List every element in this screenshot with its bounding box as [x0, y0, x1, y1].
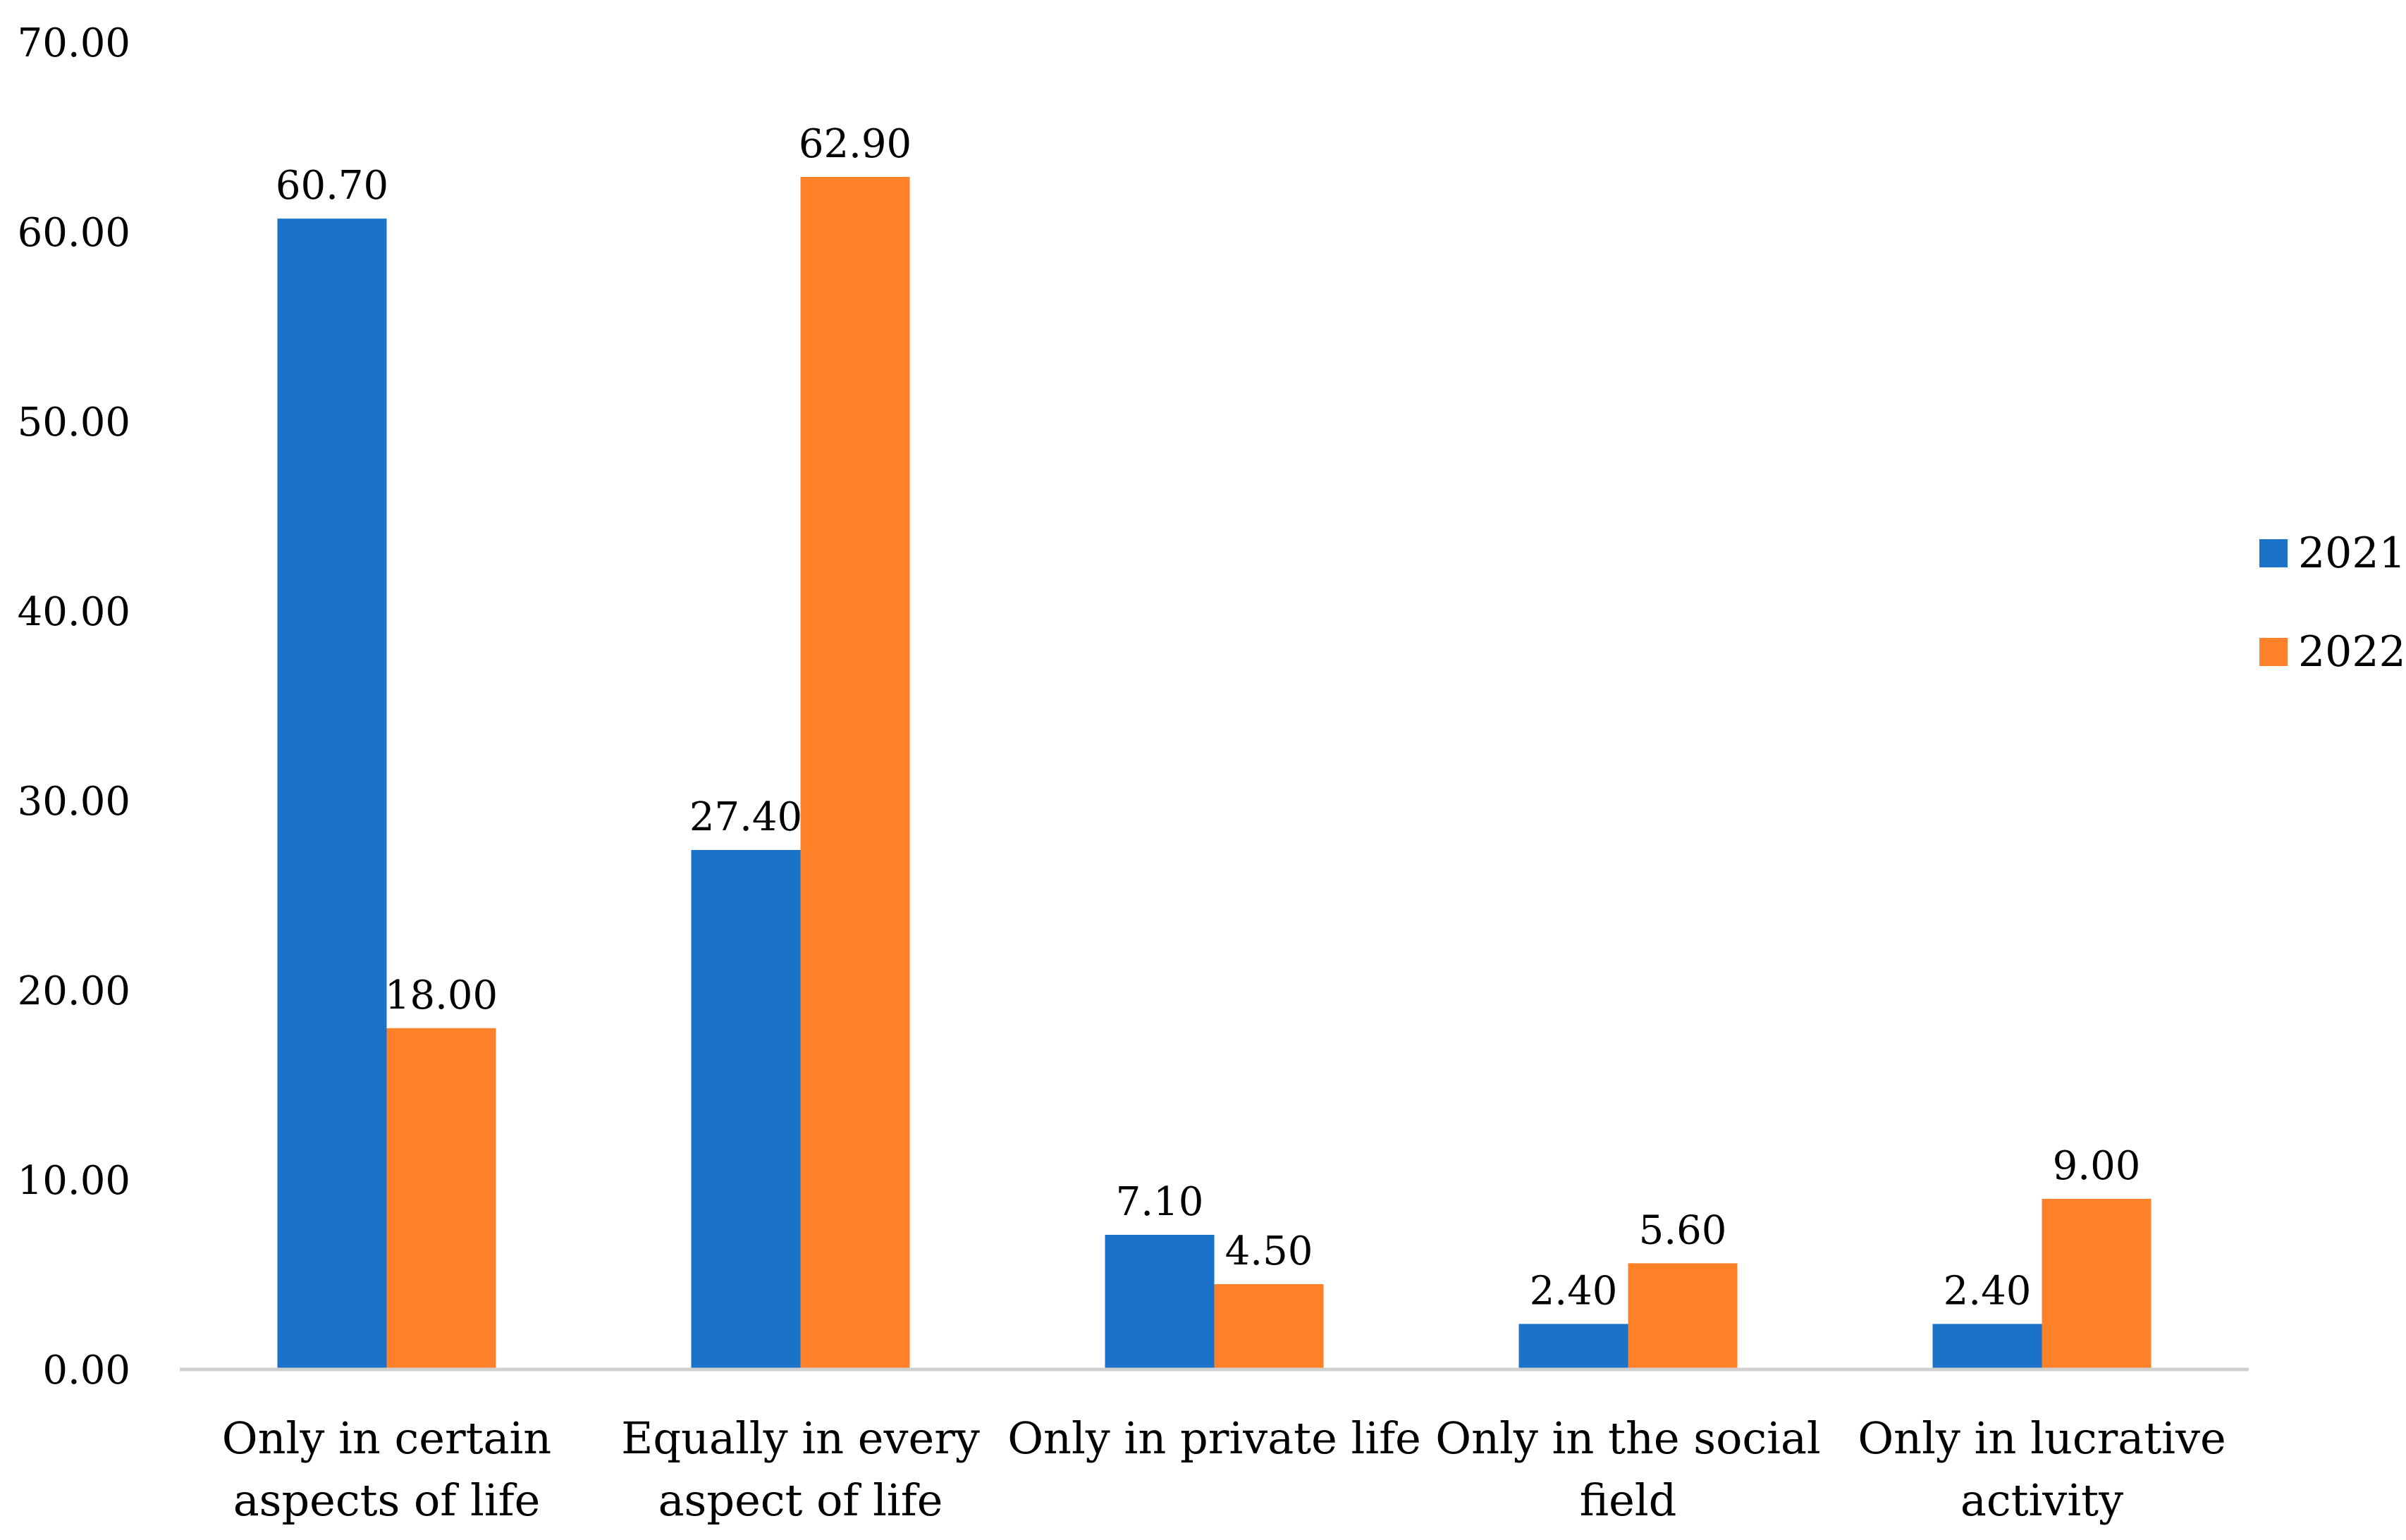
data-label-2022-2: 4.50: [1225, 1228, 1313, 1274]
y-tick-label: 60.00: [18, 210, 130, 256]
x-category-label: activity: [1960, 1474, 2123, 1526]
bar-2021-1: [691, 849, 801, 1369]
legend: 2021 2022: [2259, 529, 2406, 677]
bar-2022-1: [800, 176, 910, 1370]
bar-2021-2: [1105, 1235, 1215, 1369]
data-label-2021-1: 27.40: [689, 794, 802, 840]
bar-2021-4: [1932, 1324, 2042, 1369]
data-label-2021-2: 7.10: [1116, 1179, 1204, 1225]
bar-2022-3: [1628, 1263, 1738, 1369]
x-category-label: Only in certain: [222, 1412, 551, 1464]
data-label-2021-0: 60.70: [276, 163, 388, 209]
y-tick-label: 10.00: [18, 1158, 130, 1204]
y-axis: 0.00 10.00 20.00 30.00 40.00 50.00 60.00 70.00: [18, 20, 130, 1393]
y-tick-label: 30.00: [18, 779, 130, 825]
x-category-label: Only in lucrative: [1858, 1412, 2226, 1464]
bars: [277, 176, 2152, 1370]
data-label-2022-4: 9.00: [2053, 1143, 2141, 1189]
y-tick-label: 40.00: [18, 589, 130, 635]
bar-2021-3: [1518, 1324, 1628, 1369]
y-tick-label: 0.00: [42, 1348, 130, 1393]
bar-2021-0: [277, 218, 387, 1369]
bar-2022-4: [2042, 1198, 2152, 1369]
x-category-label: Equally in every: [621, 1412, 980, 1464]
data-label-2022-0: 18.00: [385, 973, 498, 1018]
data-label-2022-3: 5.60: [1639, 1207, 1727, 1253]
x-category-label: aspect of life: [658, 1474, 943, 1526]
bar-2022-0: [386, 1028, 496, 1369]
legend-swatch-2022: [2259, 638, 2288, 666]
y-tick-label: 20.00: [18, 968, 130, 1014]
legend-label-2021: 2021: [2298, 529, 2406, 578]
data-label-2022-1: 62.90: [799, 121, 912, 167]
x-category-label: Only in the social: [1435, 1412, 1821, 1464]
x-axis: Only in certain aspects of life Equally in…: [180, 1367, 2249, 1526]
bar-2022-2: [1214, 1283, 1324, 1369]
legend-label-2022: 2022: [2298, 627, 2406, 677]
data-labels: 60.70 18.00 27.40 62.90 7.10 4.50 2.40 5.60 2.40…: [276, 121, 2141, 1314]
data-label-2021-4: 2.40: [1944, 1268, 2032, 1314]
x-category-label: Only in private life: [1007, 1412, 1421, 1464]
x-category-label: aspects of life: [233, 1474, 541, 1526]
legend-swatch-2021: [2259, 539, 2288, 567]
x-category-label: field: [1580, 1474, 1677, 1526]
data-label-2021-3: 2.40: [1530, 1268, 1618, 1314]
y-tick-label: 70.00: [18, 20, 130, 66]
y-tick-label: 50.00: [18, 400, 130, 445]
